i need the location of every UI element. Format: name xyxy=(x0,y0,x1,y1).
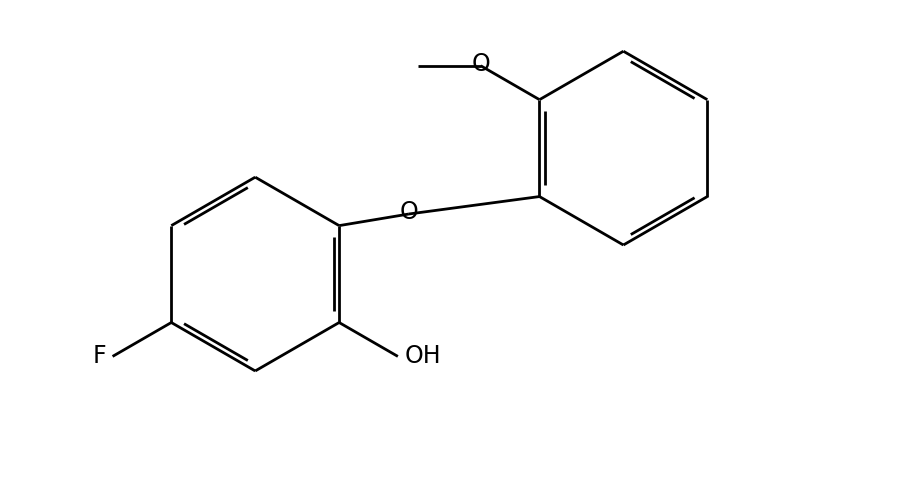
Text: OH: OH xyxy=(405,344,441,368)
Text: F: F xyxy=(92,344,106,368)
Text: O: O xyxy=(400,200,418,224)
Text: O: O xyxy=(471,52,490,76)
